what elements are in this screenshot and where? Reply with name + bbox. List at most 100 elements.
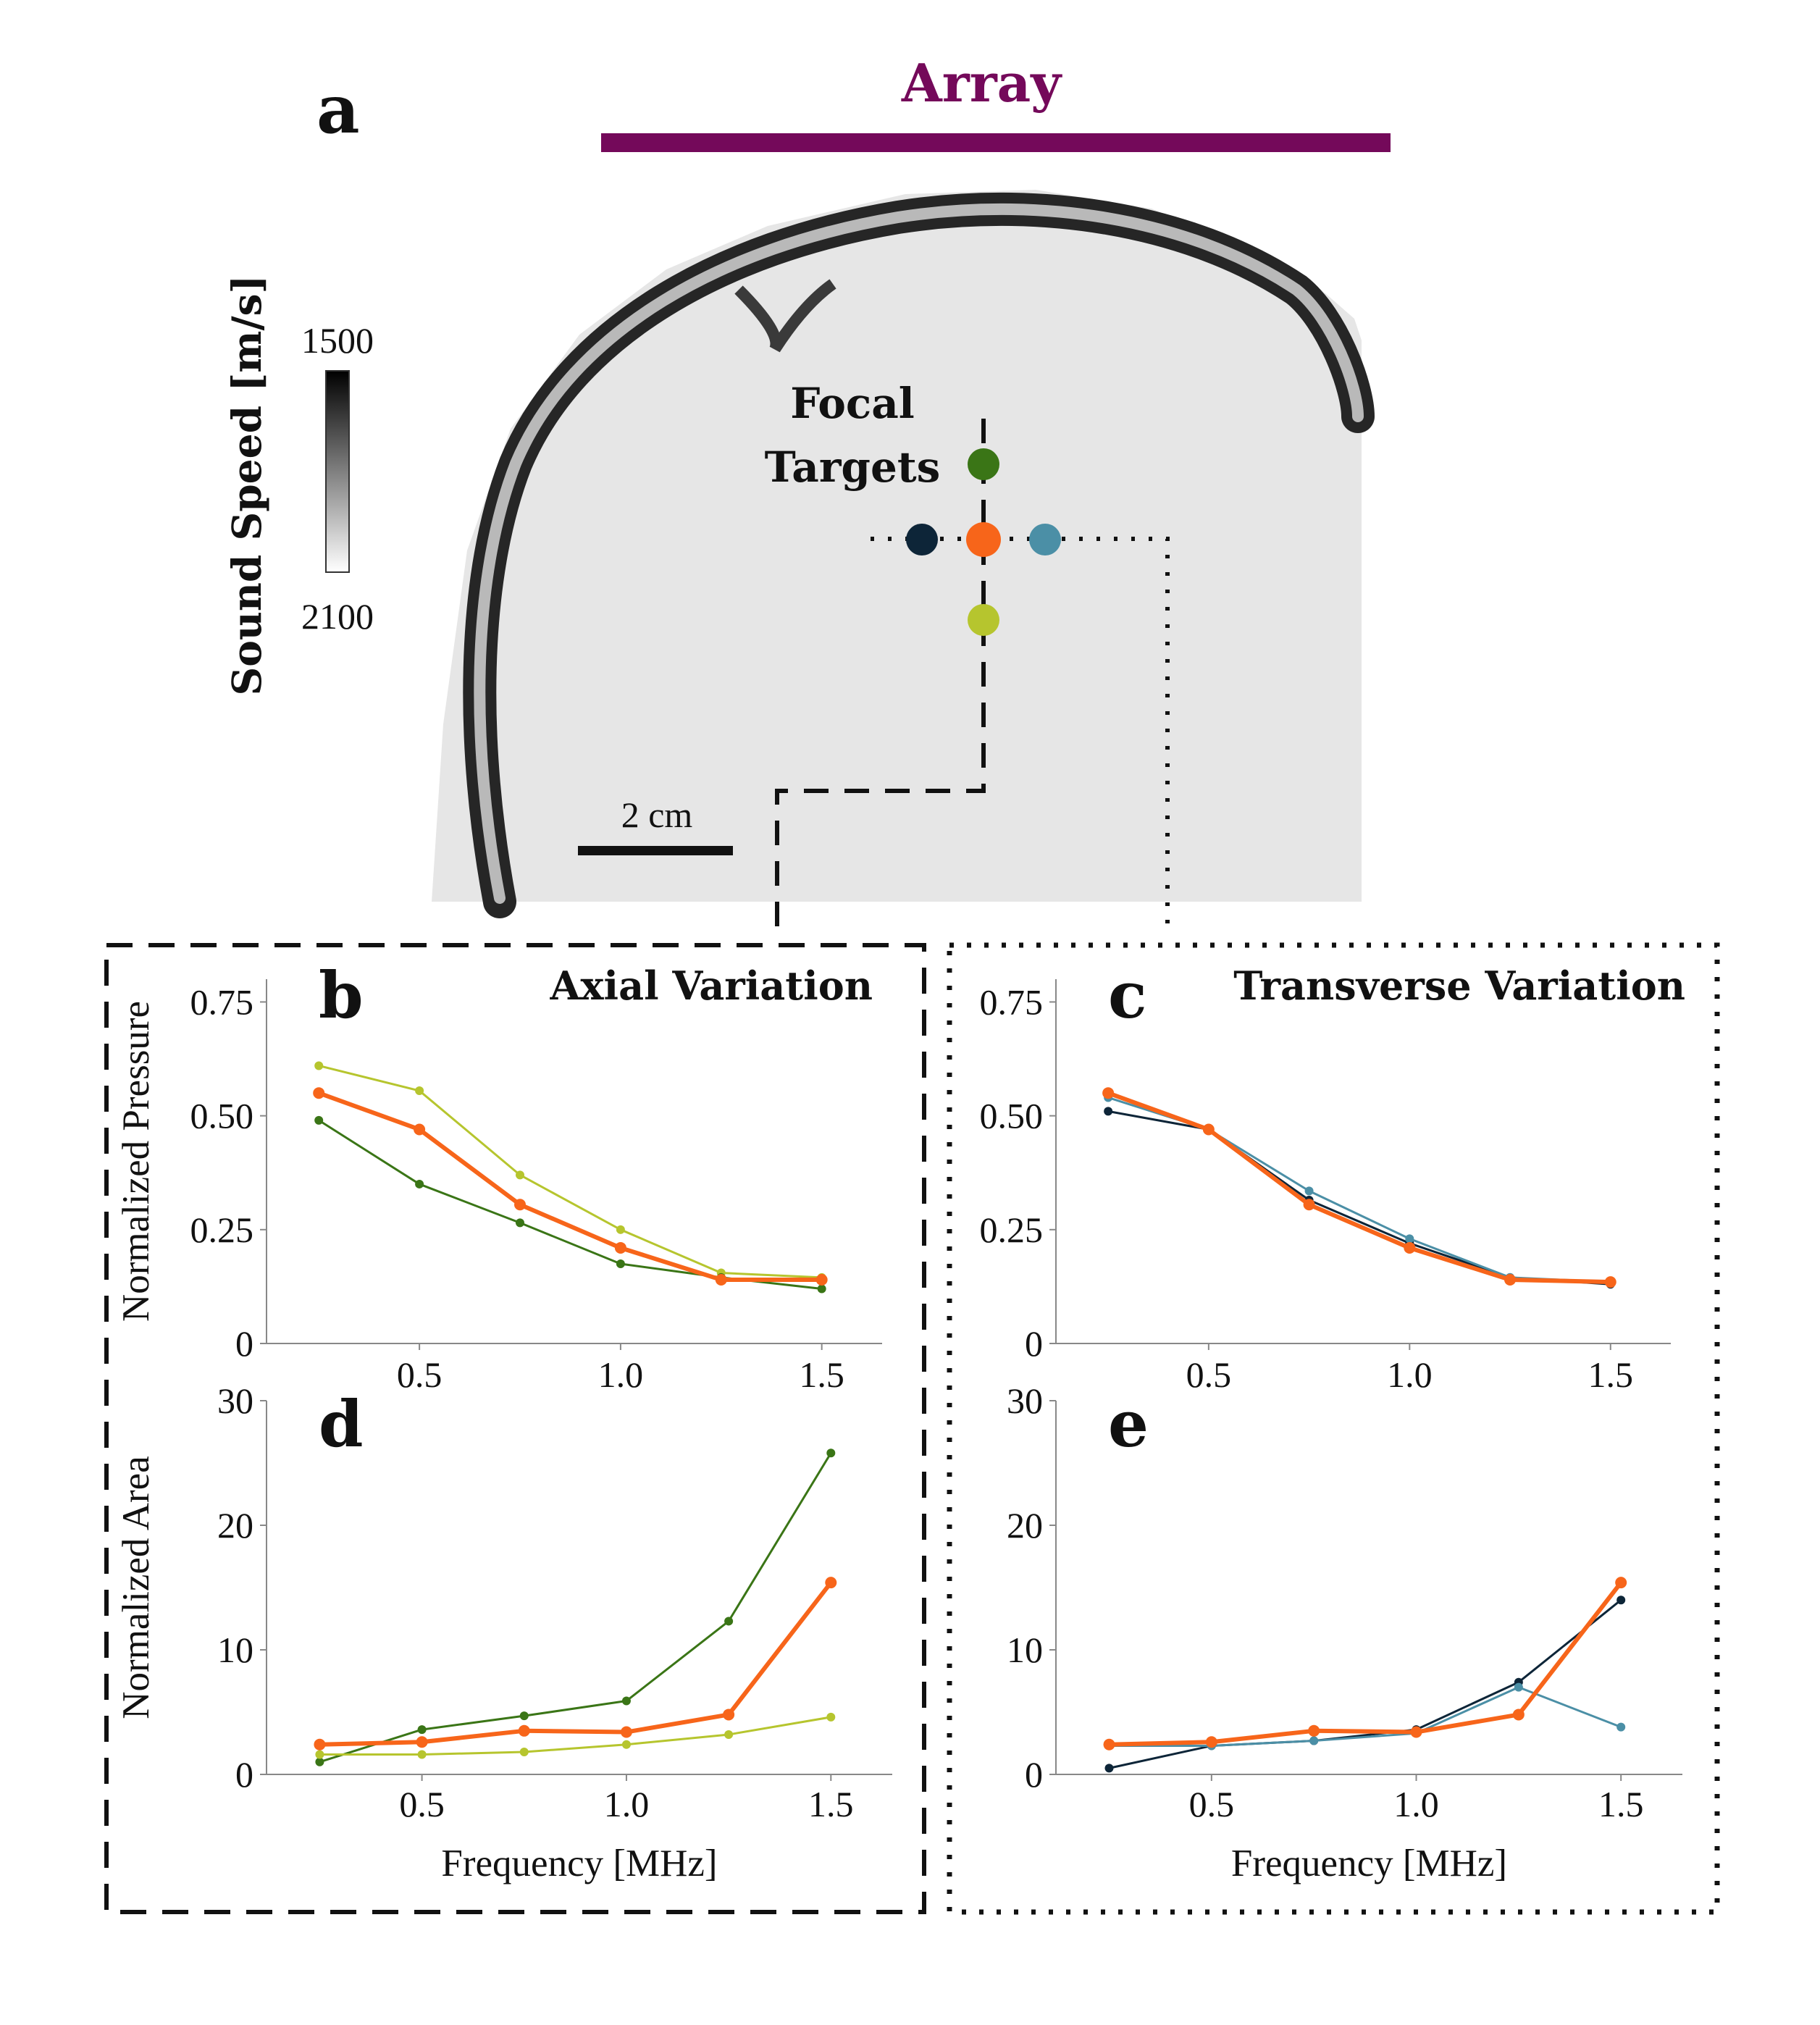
data-point	[621, 1740, 631, 1749]
x-tick-label: 0.5	[399, 1784, 445, 1824]
data-point	[414, 1123, 426, 1136]
series-line-1	[1109, 1686, 1622, 1747]
data-point	[519, 1748, 529, 1757]
data-point	[315, 1750, 324, 1759]
data-point	[1616, 1596, 1626, 1605]
y-tick-label: 0	[235, 1323, 253, 1364]
series-line-0	[1107, 1110, 1611, 1286]
y-tick-label: 0	[235, 1754, 253, 1795]
data-point	[516, 1218, 524, 1228]
data-point	[314, 1115, 324, 1125]
panel-letter: b	[319, 957, 364, 1033]
data-point	[616, 1259, 625, 1268]
data-point	[415, 1179, 424, 1188]
data-point	[825, 1577, 837, 1589]
data-point	[715, 1273, 727, 1286]
data-point	[724, 1617, 734, 1626]
data-point	[314, 1061, 324, 1070]
x-tick-label: 1.5	[808, 1784, 854, 1824]
data-point	[724, 1730, 734, 1739]
data-point	[1309, 1736, 1319, 1745]
y-tick-label: 0	[1025, 1754, 1043, 1795]
panel-a: a Array Sound Speed [m/s] 1500 2100 Foca…	[223, 52, 1391, 940]
series-line-0	[1109, 1599, 1622, 1769]
data-point	[817, 1284, 826, 1294]
data-point	[1405, 1234, 1414, 1244]
x-axis-label: Frequency [MHz]	[441, 1842, 717, 1884]
data-point	[1202, 1123, 1215, 1136]
data-point	[415, 1086, 424, 1096]
data-point	[417, 1725, 427, 1735]
data-point	[1102, 1087, 1115, 1099]
panel-a-letter: a	[316, 70, 360, 148]
panel-title: Axial Variation	[549, 963, 873, 1009]
x-tick-label: 1.0	[1387, 1354, 1433, 1395]
y-tick-label: 0.50	[980, 1096, 1044, 1136]
transverse-group-box	[947, 942, 1720, 1915]
y-axis-label: Normalized Area	[115, 1456, 157, 1719]
panel-letter: c	[1108, 957, 1147, 1033]
data-point	[1304, 1186, 1314, 1196]
scale-bar	[578, 846, 733, 855]
y-tick-label: 30	[217, 1380, 253, 1421]
data-point	[1205, 1736, 1217, 1748]
y-tick-label: 0.50	[190, 1096, 254, 1136]
data-point	[1504, 1273, 1517, 1286]
series-line-0	[318, 1065, 822, 1279]
colorbar-bottom-label: 2100	[301, 596, 374, 637]
series-line-2	[1107, 1091, 1611, 1285]
x-tick-label: 1.0	[604, 1784, 650, 1824]
data-point	[723, 1709, 735, 1721]
x-tick-label: 1.5	[1598, 1784, 1644, 1824]
data-point	[417, 1750, 427, 1759]
data-point	[1308, 1724, 1320, 1737]
data-point	[1104, 1107, 1113, 1116]
data-point	[815, 1273, 828, 1286]
skull-bone-notch	[734, 279, 836, 353]
y-axis-label: Normalized Pressure	[115, 1001, 157, 1322]
y-tick-label: 0.75	[190, 981, 254, 1022]
data-point	[1303, 1199, 1315, 1211]
data-point	[826, 1712, 836, 1722]
y-tick-label: 20	[217, 1505, 253, 1546]
y-tick-label: 30	[1007, 1380, 1043, 1421]
x-tick-label: 1.0	[1393, 1784, 1439, 1824]
x-tick-label: 1.5	[1588, 1354, 1634, 1395]
data-point	[1604, 1276, 1616, 1288]
array-label: Array	[901, 52, 1062, 114]
data-point	[514, 1199, 526, 1211]
data-point	[1514, 1682, 1523, 1692]
data-point	[516, 1170, 524, 1180]
series-line-2	[1109, 1581, 1623, 1747]
focal-target-left	[906, 524, 938, 555]
array-bar	[601, 133, 1391, 152]
y-tick-label: 10	[217, 1630, 253, 1670]
data-point	[1512, 1709, 1525, 1721]
y-tick-label: 0.25	[190, 1209, 254, 1250]
panel-e: e 0 10 20 30 0.5 1.0 1.5 Frequency [MHz]	[1007, 1380, 1682, 1884]
panel-c: c Transverse Variation 0 0.25 0.50 0.75 0.5 1.0…	[980, 957, 1686, 1395]
data-point	[518, 1724, 530, 1737]
x-axis-label: Frequency [MHz]	[1231, 1842, 1507, 1884]
panel-letter: e	[1108, 1386, 1149, 1462]
data-point	[1615, 1577, 1627, 1589]
series-line-0	[319, 1452, 832, 1764]
focal-label-line1: Focal	[790, 379, 915, 428]
panel-b: b Axial Variation 0 0.25 0.50 0.75 0.5 1.0 1.5 No…	[115, 957, 882, 1395]
data-point	[1404, 1241, 1416, 1254]
axial-group-box	[104, 943, 926, 1914]
data-point	[313, 1087, 325, 1099]
series-line-1	[319, 1716, 831, 1756]
skull-background	[432, 190, 1362, 902]
colorbar-label: Sound Speed [m/s]	[223, 274, 270, 695]
scale-bar-label: 2 cm	[621, 795, 693, 835]
data-point	[519, 1711, 529, 1721]
data-point	[1410, 1726, 1422, 1738]
data-point	[620, 1726, 632, 1738]
skull-bone-core	[474, 203, 1364, 904]
data-point	[315, 1757, 324, 1766]
series-line-1	[318, 1119, 822, 1291]
data-point	[621, 1696, 631, 1706]
panel-d: d 0 10 20 30 0.5 1.0 1.5 Normalized Area Frequenc…	[115, 1380, 892, 1884]
data-point	[1103, 1738, 1115, 1751]
